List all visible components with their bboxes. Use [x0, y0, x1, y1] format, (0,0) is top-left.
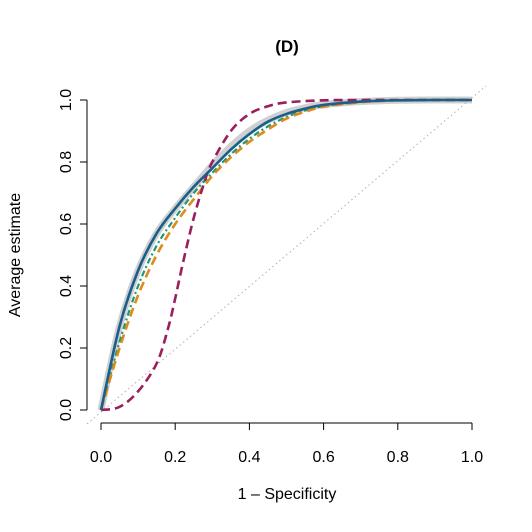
x-tick-label: 0.6 — [312, 449, 334, 466]
x-tick-label: 0.8 — [387, 449, 409, 466]
series-line-2 — [99, 98, 473, 411]
y-tick-label: 1.0 — [58, 89, 75, 111]
x-axis-label: 1 – Specificity — [238, 486, 337, 503]
x-tick-label: 0.2 — [164, 449, 186, 466]
series-line-5 — [86, 85, 487, 425]
series-line-1 — [99, 98, 473, 411]
y-axis-label: Average estimate — [7, 193, 24, 317]
x-tick-label: 0.4 — [238, 449, 260, 466]
plot-area — [86, 85, 487, 425]
y-tick-label: 0.2 — [58, 337, 75, 359]
y-tick-label: 0.6 — [58, 213, 75, 235]
y-axis-ticks: 0.0 0.2 0.4 0.6 0.8 1.0 — [58, 89, 87, 421]
y-tick-label: 0.4 — [58, 275, 75, 297]
chart-title: (D) — [275, 37, 299, 56]
x-axis-ticks: 0.0 0.2 0.4 0.6 0.8 1.0 — [90, 423, 483, 466]
series-line-4 — [100, 98, 472, 412]
y-tick-label: 0.8 — [58, 151, 75, 173]
x-tick-label: 1.0 — [461, 449, 483, 466]
y-tick-label: 0.0 — [58, 399, 75, 421]
x-tick-label: 0.0 — [90, 449, 112, 466]
